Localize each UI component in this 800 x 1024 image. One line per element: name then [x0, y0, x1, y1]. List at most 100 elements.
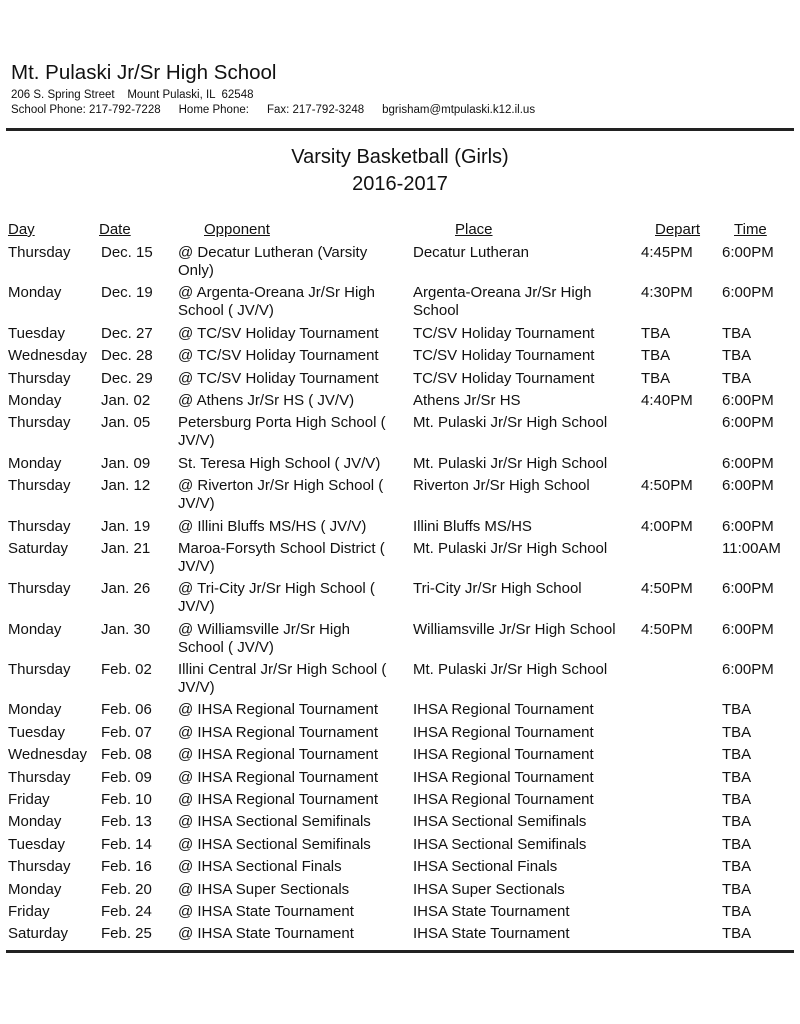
- cell-day: Thursday: [8, 858, 71, 876]
- school-address: 206 S. Spring Street Mount Pulaski, IL 6…: [11, 89, 254, 101]
- table-row: Monday Jan. 02 @ Athens Jr/Sr HS ( JV/V) At…: [4, 390, 796, 412]
- cell-depart: 4:50PM: [641, 580, 693, 598]
- cell-date: Feb. 25: [101, 925, 152, 943]
- cell-opponent: @ Riverton Jr/Sr High School ( JV/V): [178, 477, 384, 513]
- cell-depart: 4:00PM: [641, 517, 693, 535]
- cell-date: Feb. 08: [101, 746, 152, 764]
- school-name: Mt. Pulaski Jr/Sr High School: [11, 61, 277, 84]
- cell-opponent: St. Teresa High School ( JV/V): [178, 454, 381, 472]
- table-row: Thursday Dec. 29 @ TC/SV Holiday Tournamen…: [4, 368, 796, 390]
- cell-place: IHSA Sectional Finals: [413, 858, 558, 876]
- cell-depart: [637, 659, 718, 699]
- cell-place: IHSA Regional Tournament: [413, 791, 594, 809]
- cell-place: IHSA State Tournament: [413, 925, 570, 943]
- cell-depart: [637, 879, 718, 901]
- cell-depart: 4:50PM: [641, 620, 693, 638]
- cell-opponent: @ TC/SV Holiday Tournament: [178, 324, 379, 342]
- table-row: Friday Feb. 10 @ IHSA Regional Tournament I…: [4, 789, 796, 811]
- cell-time: TBA: [722, 701, 752, 719]
- cell-place: Athens Jr/Sr HS: [413, 391, 521, 409]
- cell-depart: [637, 923, 718, 945]
- cell-opponent: @ Argenta-Oreana Jr/Sr High School ( JV/…: [178, 284, 375, 320]
- cell-depart: [637, 538, 718, 578]
- cell-opponent: @ Decatur Lutheran (Varsity Only): [178, 244, 368, 279]
- cell-opponent: @ Athens Jr/Sr HS ( JV/V): [178, 391, 355, 409]
- cell-depart: [637, 412, 718, 452]
- cell-day: Tuesday: [8, 835, 65, 853]
- cell-time: 6:00PM: [722, 284, 774, 302]
- cell-opponent: @ IHSA Sectional Semifinals: [178, 813, 371, 831]
- cell-place: Mt. Pulaski Jr/Sr High School: [413, 414, 608, 432]
- cell-day: Thursday: [8, 580, 71, 598]
- table-row: Thursday Feb. 02 Illini Central Jr/Sr High…: [4, 659, 796, 699]
- cell-place: TC/SV Holiday Tournament: [413, 324, 595, 342]
- cell-day: Wednesday: [8, 746, 87, 764]
- cell-opponent: @ IHSA Regional Tournament: [178, 723, 379, 741]
- cell-date: Feb. 24: [101, 902, 152, 920]
- cell-depart: [637, 767, 718, 789]
- cell-opponent: @ IHSA State Tournament: [178, 925, 354, 943]
- cell-depart: 4:40PM: [641, 391, 693, 409]
- cell-date: Feb. 10: [101, 791, 152, 809]
- cell-day: Thursday: [8, 661, 71, 679]
- table-row: Tuesday Feb. 14 @ IHSA Sectional Semifinal…: [4, 834, 796, 856]
- cell-depart: TBA: [641, 347, 671, 365]
- cell-place: Mt. Pulaski Jr/Sr High School: [413, 661, 608, 679]
- cell-place: TC/SV Holiday Tournament: [413, 347, 595, 365]
- cell-place: Tri-City Jr/Sr High School: [413, 580, 582, 598]
- cell-date: Jan. 19: [101, 517, 151, 535]
- cell-day: Monday: [8, 284, 62, 302]
- cell-opponent: @ IHSA Regional Tournament: [178, 701, 379, 719]
- table-row: Monday Dec. 19 @ Argenta-Oreana Jr/Sr High…: [4, 282, 796, 322]
- table-row: Tuesday Dec. 27 @ TC/SV Holiday Tournament…: [4, 323, 796, 345]
- cell-time: TBA: [722, 858, 752, 876]
- cell-place: IHSA Regional Tournament: [413, 768, 594, 786]
- cell-depart: [637, 453, 718, 475]
- cell-opponent: @ IHSA Sectional Semifinals: [178, 835, 371, 853]
- cell-opponent: Petersburg Porta High School ( JV/V): [178, 414, 386, 450]
- cell-time: 6:00PM: [722, 580, 774, 598]
- table-row: Thursday Feb. 16 @ IHSA Sectional Finals IH…: [4, 856, 796, 878]
- season: 2016-2017: [352, 173, 448, 195]
- cell-place: IHSA Sectional Semifinals: [413, 835, 587, 853]
- cell-time: TBA: [722, 347, 752, 365]
- cell-date: Jan. 05: [101, 414, 151, 432]
- cell-depart: 4:45PM: [641, 244, 693, 261]
- cell-day: Thursday: [8, 517, 71, 535]
- email: bgrisham@mtpulaski.k12.il.us: [382, 104, 536, 116]
- cell-date: Jan. 26: [101, 580, 151, 598]
- cell-time: TBA: [722, 925, 752, 943]
- column-header-depart: Depart: [655, 221, 701, 238]
- cell-date: Dec. 27: [101, 324, 153, 342]
- cell-depart: 4:30PM: [641, 284, 693, 302]
- cell-depart: [637, 811, 718, 833]
- cell-place: Mt. Pulaski Jr/Sr High School: [413, 454, 608, 472]
- cell-time: TBA: [722, 835, 752, 853]
- table-row: Monday Feb. 06 @ IHSA Regional Tournament I…: [4, 699, 796, 721]
- table-row: Wednesday Feb. 08 @ IHSA Regional Tourname…: [4, 744, 796, 766]
- column-header-date: Date: [99, 221, 131, 238]
- cell-date: Jan. 30: [101, 620, 151, 638]
- cell-place: Riverton Jr/Sr High School: [413, 477, 590, 495]
- cell-date: Jan. 02: [101, 391, 151, 409]
- table-row: Thursday Feb. 09 @ IHSA Regional Tournamen…: [4, 767, 796, 789]
- column-header-day: Day: [8, 221, 35, 238]
- cell-place: Williamsville Jr/Sr High School: [413, 620, 616, 638]
- cell-place: IHSA Super Sectionals: [413, 880, 565, 898]
- cell-date: Dec. 15: [101, 244, 153, 261]
- cell-place: IHSA Sectional Semifinals: [413, 813, 587, 831]
- cell-place: TC/SV Holiday Tournament: [413, 369, 595, 387]
- cell-date: Feb. 14: [101, 835, 152, 853]
- cell-opponent: @ IHSA State Tournament: [178, 902, 354, 920]
- cell-date: Jan. 21: [101, 539, 151, 557]
- cell-time: 6:00PM: [722, 414, 774, 432]
- page-title: Varsity Basketball (Girls): [291, 146, 509, 168]
- cell-place: IHSA Regional Tournament: [413, 723, 594, 741]
- table-row: Monday Feb. 13 @ IHSA Sectional Semifinals…: [4, 811, 796, 833]
- cell-time: 6:00PM: [722, 454, 774, 472]
- home-phone: Home Phone:: [178, 104, 249, 116]
- table-row: Monday Jan. 09 St. Teresa High School ( JV…: [4, 453, 796, 475]
- cell-time: 6:00PM: [722, 517, 774, 535]
- cell-date: Dec. 29: [101, 369, 153, 387]
- table-row: Thursday Dec. 15 @ Decatur Lutheran (Varsi…: [4, 242, 796, 282]
